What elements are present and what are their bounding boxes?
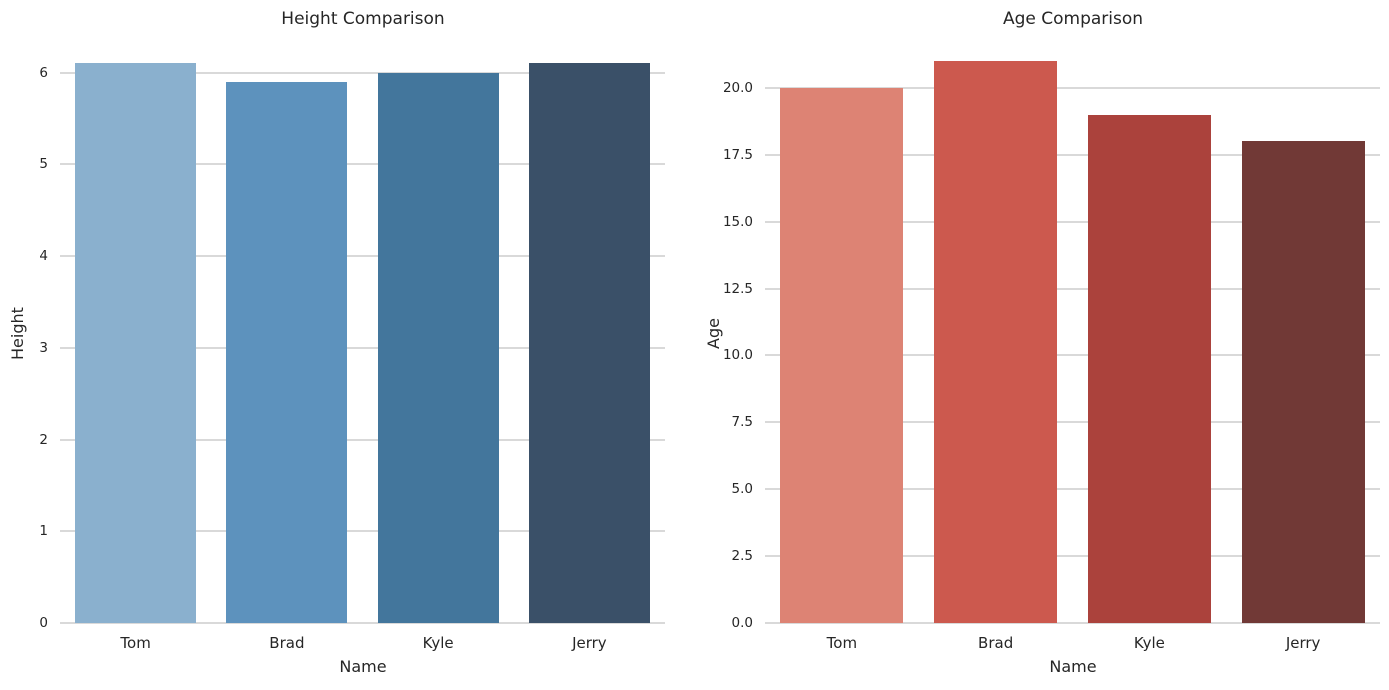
gridline [765, 622, 1380, 624]
y-tick-label: 7.5 [731, 414, 753, 431]
y-tick-label: 3 [39, 339, 48, 356]
gridline [765, 287, 1380, 290]
y-tick-label: 5.0 [731, 481, 753, 498]
y-tick-label: 17.5 [722, 146, 753, 163]
y-axis-label: Height [8, 307, 27, 361]
plot-area [765, 45, 1380, 624]
gridline [765, 354, 1380, 357]
gridline [60, 255, 665, 258]
bar-jerry [1241, 141, 1365, 623]
gridline [765, 421, 1380, 424]
gridline [765, 220, 1380, 223]
bar-kyle [1087, 114, 1211, 623]
gridline [60, 346, 665, 349]
x-tick-label: Tom [826, 634, 858, 652]
x-tick-label: Jerry [572, 634, 607, 652]
bar-brad [934, 61, 1058, 623]
x-tick-label: Kyle [422, 634, 454, 652]
y-tick-label: 0 [39, 615, 48, 631]
gridline [765, 153, 1380, 156]
y-tick-label: 0.0 [731, 615, 753, 631]
gridline [60, 438, 665, 441]
chart-title: Age Comparison [1002, 9, 1144, 29]
height-comparison-chart: Height Comparison Height Name 0 1 2 3 4 5 6 Tom… [0, 0, 690, 690]
gridline [60, 622, 665, 624]
bar-tom [75, 63, 197, 623]
plot-area [60, 45, 665, 624]
y-tick-label: 1 [39, 523, 48, 540]
y-tick-label: 20.0 [722, 79, 753, 96]
y-tick-label: 10.0 [722, 347, 753, 364]
gridline [765, 555, 1380, 558]
y-axis-label: Age [704, 318, 723, 350]
x-tick-label: Brad [978, 634, 1014, 652]
y-tick-label: 2.5 [731, 548, 753, 565]
x-tick-label: Jerry [1285, 634, 1321, 652]
x-axis-label: Name [339, 657, 387, 676]
gridline [765, 488, 1380, 491]
age-comparison-chart: Age Comparison Age Name 0.0 2.5 5.0 7.5 10.0… [690, 0, 1389, 690]
gridline [60, 71, 665, 74]
bar-jerry [528, 63, 650, 623]
bar-tom [780, 87, 904, 623]
x-tick-label: Tom [120, 634, 151, 652]
bar-kyle [377, 72, 499, 623]
gridline [60, 163, 665, 166]
y-tick-label: 6 [39, 64, 48, 81]
y-tick-label: 5 [39, 156, 48, 173]
x-tick-label: Kyle [1133, 634, 1165, 652]
gridline [765, 86, 1380, 89]
y-tick-label: 4 [39, 248, 48, 265]
x-tick-label: Brad [269, 634, 305, 652]
y-tick-label: 12.5 [722, 280, 753, 297]
y-tick-label: 15.0 [722, 213, 753, 230]
chart-title: Height Comparison [281, 9, 445, 29]
bar-brad [226, 81, 348, 623]
x-axis-label: Name [1049, 657, 1097, 676]
gridline [60, 530, 665, 533]
y-tick-label: 2 [39, 431, 48, 448]
